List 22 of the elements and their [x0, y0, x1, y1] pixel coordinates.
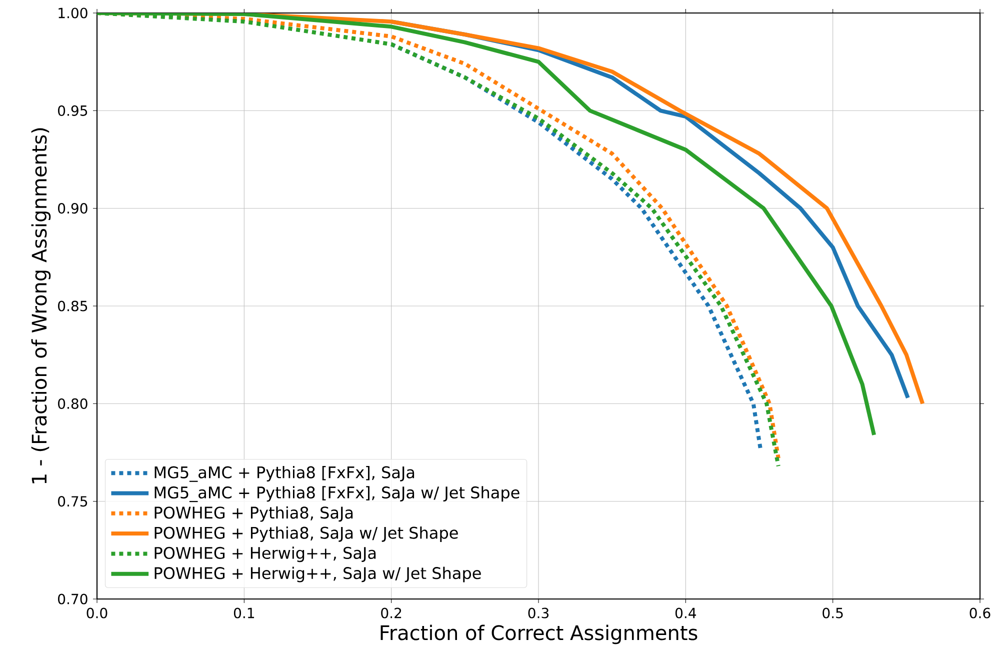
x-tick-label: 0.3: [528, 608, 549, 618]
x-tick-label: 0.1: [234, 608, 254, 618]
x-tick-label: 0.2: [381, 608, 402, 618]
y-tick-label: 1.00: [58, 8, 88, 18]
y-tick-label: 0.80: [58, 398, 88, 409]
legend-label: POWHEG + Pythia8, SaJa w/ Jet Shape: [154, 526, 458, 542]
legend-label: MG5_aMC + Pythia8 [FxFx], SaJa: [154, 466, 414, 482]
y-tick-label: 0.70: [58, 594, 88, 604]
y-axis-title: 1 - (Fraction of Wrong Assignments): [31, 128, 51, 484]
x-tick-label: 0.5: [822, 608, 843, 618]
legend-label: POWHEG + Herwig++, SaJa: [154, 546, 376, 562]
x-tick-label: 0.0: [86, 608, 108, 618]
legend-label: POWHEG + Herwig++, SaJa w/ Jet Shape: [154, 566, 481, 582]
x-tick-label: 0.6: [970, 608, 990, 618]
y-tick-label: 0.85: [58, 300, 88, 312]
x-tick-label: 0.4: [675, 608, 696, 618]
y-tick-label: 0.95: [58, 105, 88, 116]
legend-label: POWHEG + Pythia8, SaJa: [154, 506, 353, 522]
y-tick-label: 0.90: [58, 203, 88, 214]
y-tick-label: 0.75: [58, 496, 88, 507]
legend-label: MG5_aMC + Pythia8 [FxFx], SaJa w/ Jet Shape: [154, 486, 520, 502]
x-axis-title: Fraction of Correct Assignments: [380, 624, 698, 644]
